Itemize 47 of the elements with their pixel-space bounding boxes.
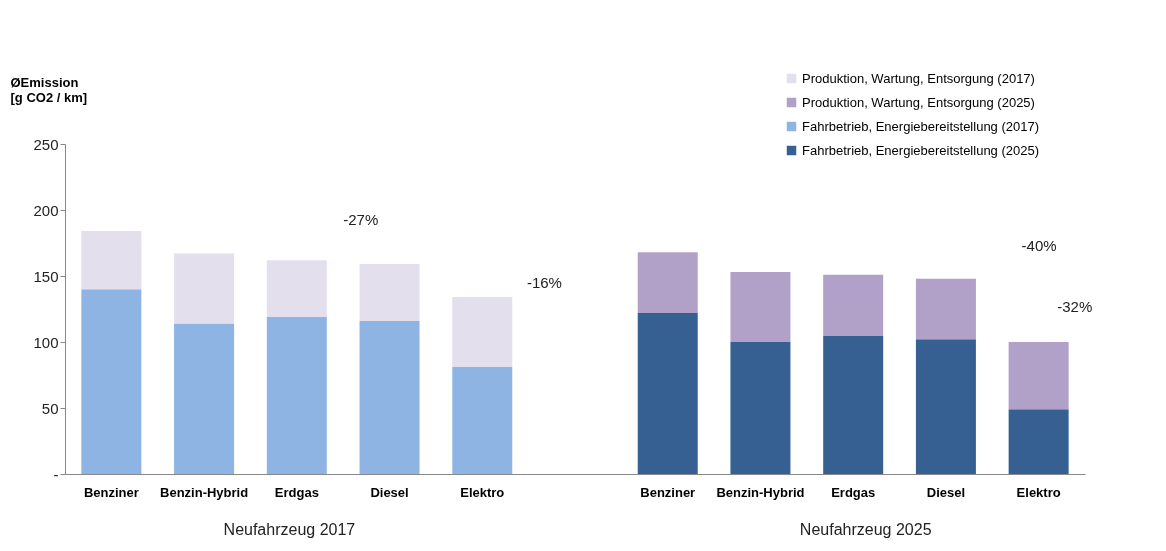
y-tick-label: 50	[41, 399, 59, 417]
legend-label: Fahrbetrieb, Energiebereitstellung (2025)	[802, 142, 1040, 158]
bar	[915, 339, 976, 474]
bar	[359, 320, 420, 474]
bar	[730, 272, 791, 342]
x-tick-label: Benziner	[640, 484, 696, 500]
x-tick-label: Elektro	[460, 484, 505, 500]
y-tick-label: 250	[33, 135, 59, 153]
bar	[637, 252, 698, 313]
bar	[637, 312, 698, 474]
x-tick-label: Benzin-Hybrid	[160, 484, 249, 500]
y-axis-title: ØEmission [g CO2 / km]	[10, 74, 88, 105]
x-tick-label: Diesel	[370, 484, 409, 500]
legend-label: Produktion, Wartung, Entsorgung (2017)	[802, 70, 1035, 86]
bar	[915, 278, 976, 340]
bar	[452, 297, 513, 368]
x-tick-label: Erdgas	[274, 484, 319, 500]
x-tick-label: Diesel	[926, 484, 966, 500]
legend-label: Produktion, Wartung, Entsorgung (2025)	[802, 94, 1035, 110]
bar	[1008, 342, 1069, 410]
annotation: -16%	[526, 273, 562, 291]
annotation: -40%	[1021, 237, 1057, 255]
bar	[1008, 409, 1069, 474]
y-tick-label: 100	[33, 333, 59, 351]
text: Neufahrzeug 2025	[799, 521, 932, 539]
annotation: -32%	[1057, 298, 1093, 316]
bar	[730, 342, 791, 474]
bar	[266, 316, 327, 474]
bar	[174, 253, 235, 324]
bar	[359, 264, 420, 321]
bar	[81, 289, 142, 474]
x-tick-label: Benzin-Hybrid	[716, 484, 805, 500]
bar	[174, 323, 235, 474]
bar	[452, 367, 513, 474]
annotation: -27%	[343, 210, 379, 228]
y-tick-label: -	[53, 465, 59, 483]
y-tick-label: 200	[33, 201, 59, 219]
bar	[823, 274, 884, 336]
x-tick-label: Elektro	[1016, 484, 1061, 500]
x-tick-label: Benziner	[83, 484, 139, 500]
legend-label: Fahrbetrieb, Energiebereitstellung (2017)	[802, 118, 1040, 134]
y-tick-label: 150	[33, 267, 59, 285]
bar	[81, 231, 142, 290]
text: Neufahrzeug 2017	[223, 521, 356, 539]
bar	[266, 260, 327, 317]
bar	[823, 335, 884, 474]
x-tick-label: Erdgas	[831, 484, 876, 500]
